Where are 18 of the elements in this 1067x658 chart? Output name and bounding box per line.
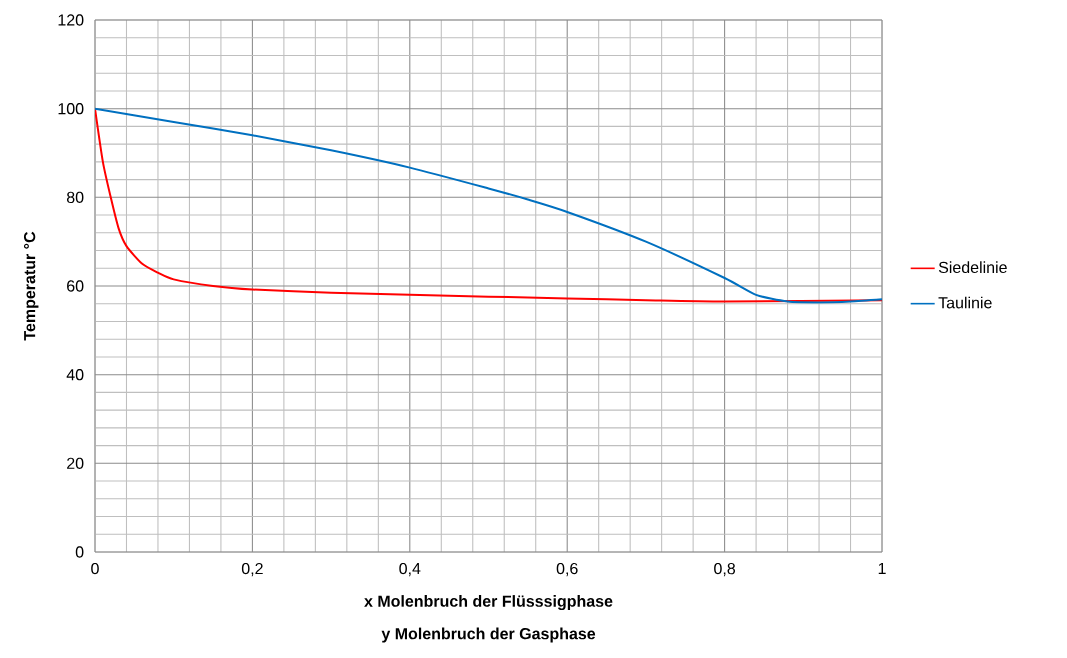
legend-label: Taulinie: [938, 296, 992, 309]
y-axis-title: Temperatur °C: [23, 231, 39, 341]
y-tick-label: 0: [75, 546, 84, 558]
y-tick-label: 20: [67, 457, 84, 469]
x-tick-label: 0,4: [399, 562, 421, 577]
y-tick-label: 60: [67, 280, 84, 292]
x-tick-label: 0: [91, 562, 99, 575]
x-tick-label: 0,8: [714, 562, 736, 577]
y-tick-label: 80: [66, 191, 84, 203]
y-tick-label: 100: [58, 103, 84, 115]
x-tick-label: 0,2: [241, 562, 263, 577]
y-tick-label: 40: [66, 369, 84, 381]
x-axis-title: x Molenbruch der Flüsssigphase: [364, 595, 613, 611]
x-tick-label: 1: [878, 562, 886, 574]
y-tick-label: 120: [58, 14, 84, 26]
x-tick-label: 0,6: [556, 562, 578, 577]
text: y Molenbruch der Gasphase: [381, 627, 596, 643]
legend-label: Siedelinie: [938, 261, 1007, 274]
